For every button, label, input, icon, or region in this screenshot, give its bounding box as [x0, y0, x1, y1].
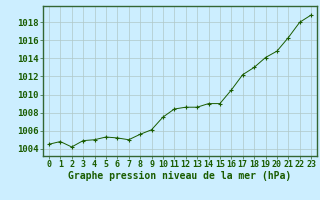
- X-axis label: Graphe pression niveau de la mer (hPa): Graphe pression niveau de la mer (hPa): [68, 171, 292, 181]
